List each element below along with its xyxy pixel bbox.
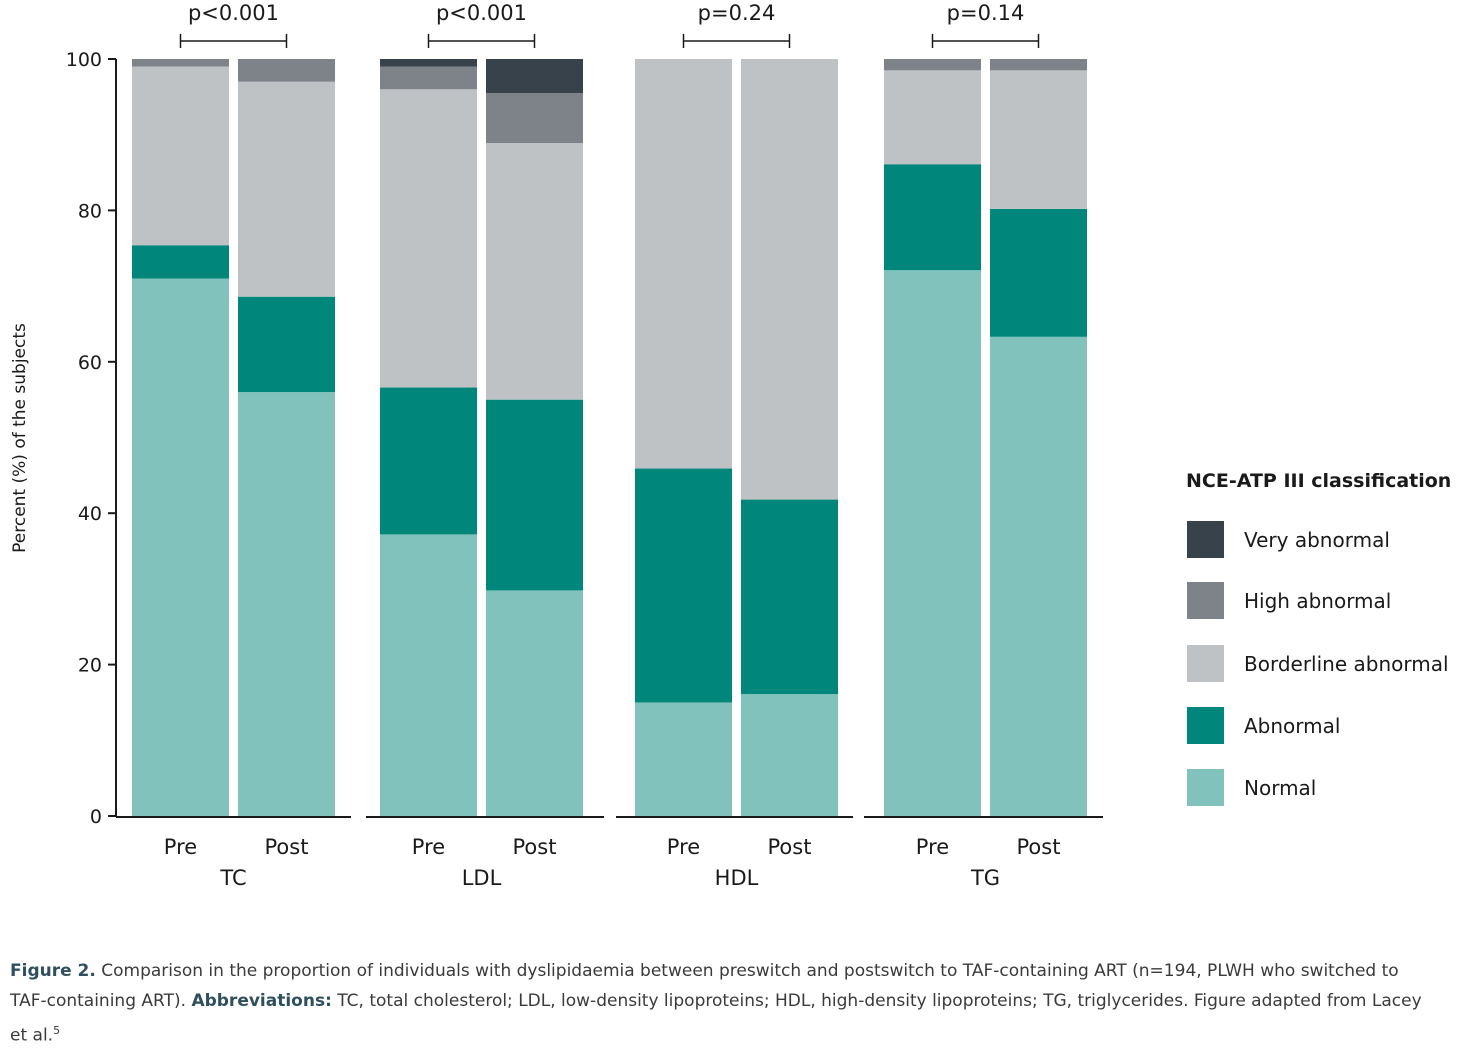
bar-label: Post	[1017, 835, 1061, 859]
bar-segment	[132, 66, 229, 246]
bar-label: Post	[265, 835, 309, 859]
bar-segment	[741, 694, 838, 816]
bar-segment	[486, 59, 583, 94]
legend-swatch	[1187, 769, 1224, 806]
legend-label: Abnormal	[1244, 714, 1340, 738]
bar-segment	[238, 81, 335, 297]
legend-title: NCE-ATP III classification	[1186, 470, 1451, 492]
bar-segment	[486, 590, 583, 816]
bar-segment	[380, 59, 477, 67]
legend-label: Normal	[1244, 776, 1316, 800]
group-label: LDL	[462, 866, 502, 890]
bar-segment	[238, 59, 335, 82]
bar-segment	[380, 89, 477, 388]
bar-segment	[635, 59, 732, 469]
legend-label: High abnormal	[1244, 589, 1391, 613]
y-tick-label: 0	[90, 806, 102, 828]
legend-swatch	[1187, 521, 1224, 558]
p-value-label: p<0.001	[436, 1, 527, 25]
bar-segment	[380, 534, 477, 816]
bar-segment	[884, 70, 981, 165]
bar-segment	[486, 143, 583, 400]
axes-layer: 0 20 40 60 80 100 Percent (%) of the subjects P…	[10, 1, 1103, 890]
group-label: TG	[970, 866, 1000, 890]
bar-segment	[238, 296, 335, 393]
legend-swatch	[1187, 707, 1224, 744]
y-tick-label: 20	[78, 655, 102, 677]
bar-segment	[990, 59, 1087, 71]
legend-label: Borderline abnormal	[1244, 652, 1449, 676]
bar-label: Pre	[412, 835, 445, 859]
bar-segment	[884, 59, 981, 71]
bar-label: Pre	[164, 835, 197, 859]
bar-segment	[380, 66, 477, 90]
bar-segment	[884, 164, 981, 271]
bar-segment	[990, 208, 1087, 337]
y-tick-label: 100	[66, 49, 102, 71]
y-tick-label: 80	[78, 200, 102, 222]
p-value-label: p=0.14	[947, 1, 1025, 25]
bar-segment	[635, 468, 732, 703]
legend-label: Very abnormal	[1244, 528, 1390, 552]
bar-segment	[741, 499, 838, 695]
bar-label: Post	[513, 835, 557, 859]
legend-swatch	[1187, 645, 1224, 682]
y-axis-label: Percent (%) of the subjects	[10, 323, 30, 553]
p-value-label: p=0.24	[698, 1, 776, 25]
bar-segment	[132, 59, 229, 67]
bars-layer	[132, 59, 1087, 816]
stacked-bar-chart: 0 20 40 60 80 100 Percent (%) of the subjects P…	[10, 1, 1451, 890]
bar-label: Pre	[916, 835, 949, 859]
legend: NCE-ATP III classification Very abnormal H…	[1186, 470, 1451, 806]
bar-segment	[635, 702, 732, 816]
caption-ref: 5	[53, 1024, 61, 1037]
caption-abbr-text: TC, total cholesterol; LDL, low-density …	[10, 991, 1422, 1046]
bar-segment	[238, 392, 335, 816]
group-label: TC	[219, 866, 246, 890]
caption-text: Comparison in the proportion of individu…	[10, 961, 1399, 1011]
bar-segment	[380, 387, 477, 535]
legend-swatch	[1187, 582, 1224, 619]
bar-segment	[132, 245, 229, 279]
bar-segment	[486, 93, 583, 144]
caption-abbr-label: Abbreviations:	[191, 991, 332, 1011]
bar-segment	[990, 70, 1087, 209]
p-value-label: p<0.001	[188, 1, 279, 25]
bar-segment	[132, 278, 229, 816]
bar-segment	[990, 336, 1087, 816]
y-tick-label: 40	[78, 503, 102, 525]
bar-label: Pre	[667, 835, 700, 859]
bar-label: Post	[768, 835, 812, 859]
group-label: HDL	[715, 866, 759, 890]
y-tick-label: 60	[78, 352, 102, 374]
caption-label: Figure 2.	[10, 961, 96, 981]
bar-segment	[741, 59, 838, 500]
figure-caption: Figure 2. Comparison in the proportion o…	[10, 956, 1430, 1051]
bar-segment	[884, 270, 981, 816]
bar-segment	[486, 399, 583, 591]
